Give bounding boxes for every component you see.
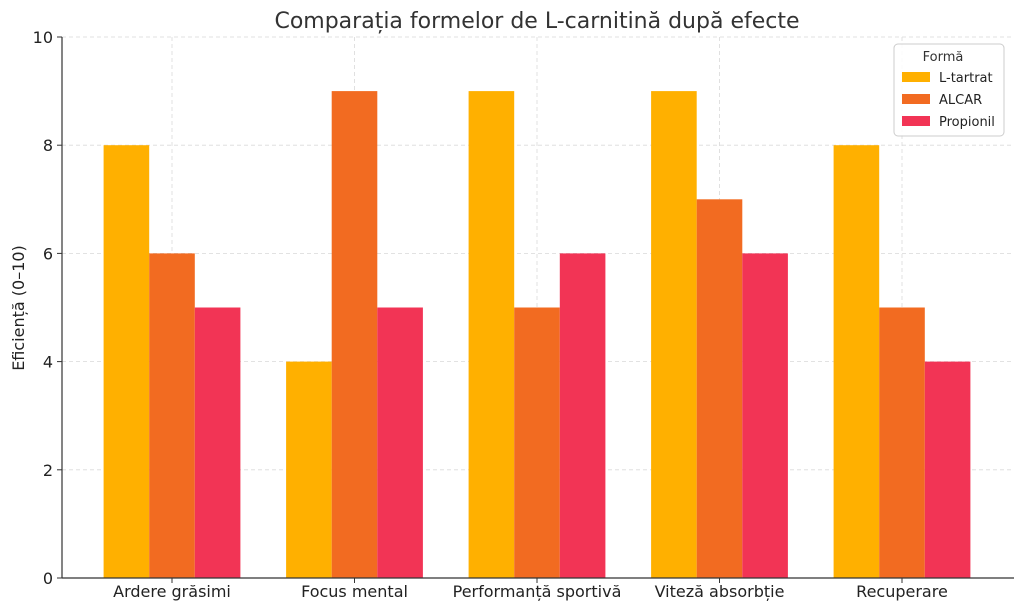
- legend-label: Propionil: [939, 115, 995, 130]
- bars: [103, 91, 971, 579]
- x-tick-label: Viteză absorbție: [655, 582, 785, 601]
- bar-alcar: [514, 307, 560, 578]
- legend-swatch: [902, 72, 930, 82]
- legend-title: Formă: [923, 50, 964, 65]
- bar-propionil: [377, 307, 423, 578]
- bar-l-tartrat: [286, 361, 332, 578]
- bar-propionil: [559, 253, 606, 578]
- legend-box: [893, 43, 1005, 137]
- y-tick-label: 8: [43, 136, 53, 155]
- legend-swatch: [902, 94, 930, 104]
- x-tick-label: Recuperare: [856, 582, 948, 601]
- x-tick-label: Performanță sportivă: [453, 582, 622, 601]
- bar-l-tartrat: [468, 91, 515, 578]
- y-tick-label: 6: [43, 244, 53, 263]
- legend-swatch: [902, 116, 930, 126]
- bar-propionil: [742, 253, 788, 578]
- bar-propionil: [924, 361, 971, 578]
- bar-l-tartrat: [651, 91, 697, 578]
- legend-label: L-tartrat: [939, 71, 993, 86]
- bar-alcar: [879, 307, 925, 578]
- chart-title: Comparația formelor de L-carnitină după …: [274, 9, 799, 34]
- y-tick-label: 10: [33, 28, 53, 47]
- x-tick-label: Focus mental: [301, 582, 408, 601]
- legend-label: ALCAR: [939, 93, 982, 108]
- bar-alcar: [696, 199, 743, 579]
- legend: Formă L-tartrat ALCAR Propionil: [893, 43, 1005, 137]
- bar-propionil: [194, 307, 241, 578]
- y-axis-label: Eficiență (0–10): [9, 245, 28, 371]
- bar-l-tartrat: [833, 145, 880, 578]
- axes: 0 2 4 6 8 10 Ardere grăsimi Focus mental Perform…: [33, 28, 1014, 601]
- bar-alcar: [149, 253, 195, 578]
- y-tick-label: 2: [43, 461, 53, 480]
- bar-l-tartrat: [103, 145, 150, 578]
- y-tick-label: 4: [43, 353, 53, 372]
- y-tick-label: 0: [43, 569, 53, 588]
- x-tick-label: Ardere grăsimi: [113, 582, 231, 601]
- bar-alcar: [331, 91, 378, 578]
